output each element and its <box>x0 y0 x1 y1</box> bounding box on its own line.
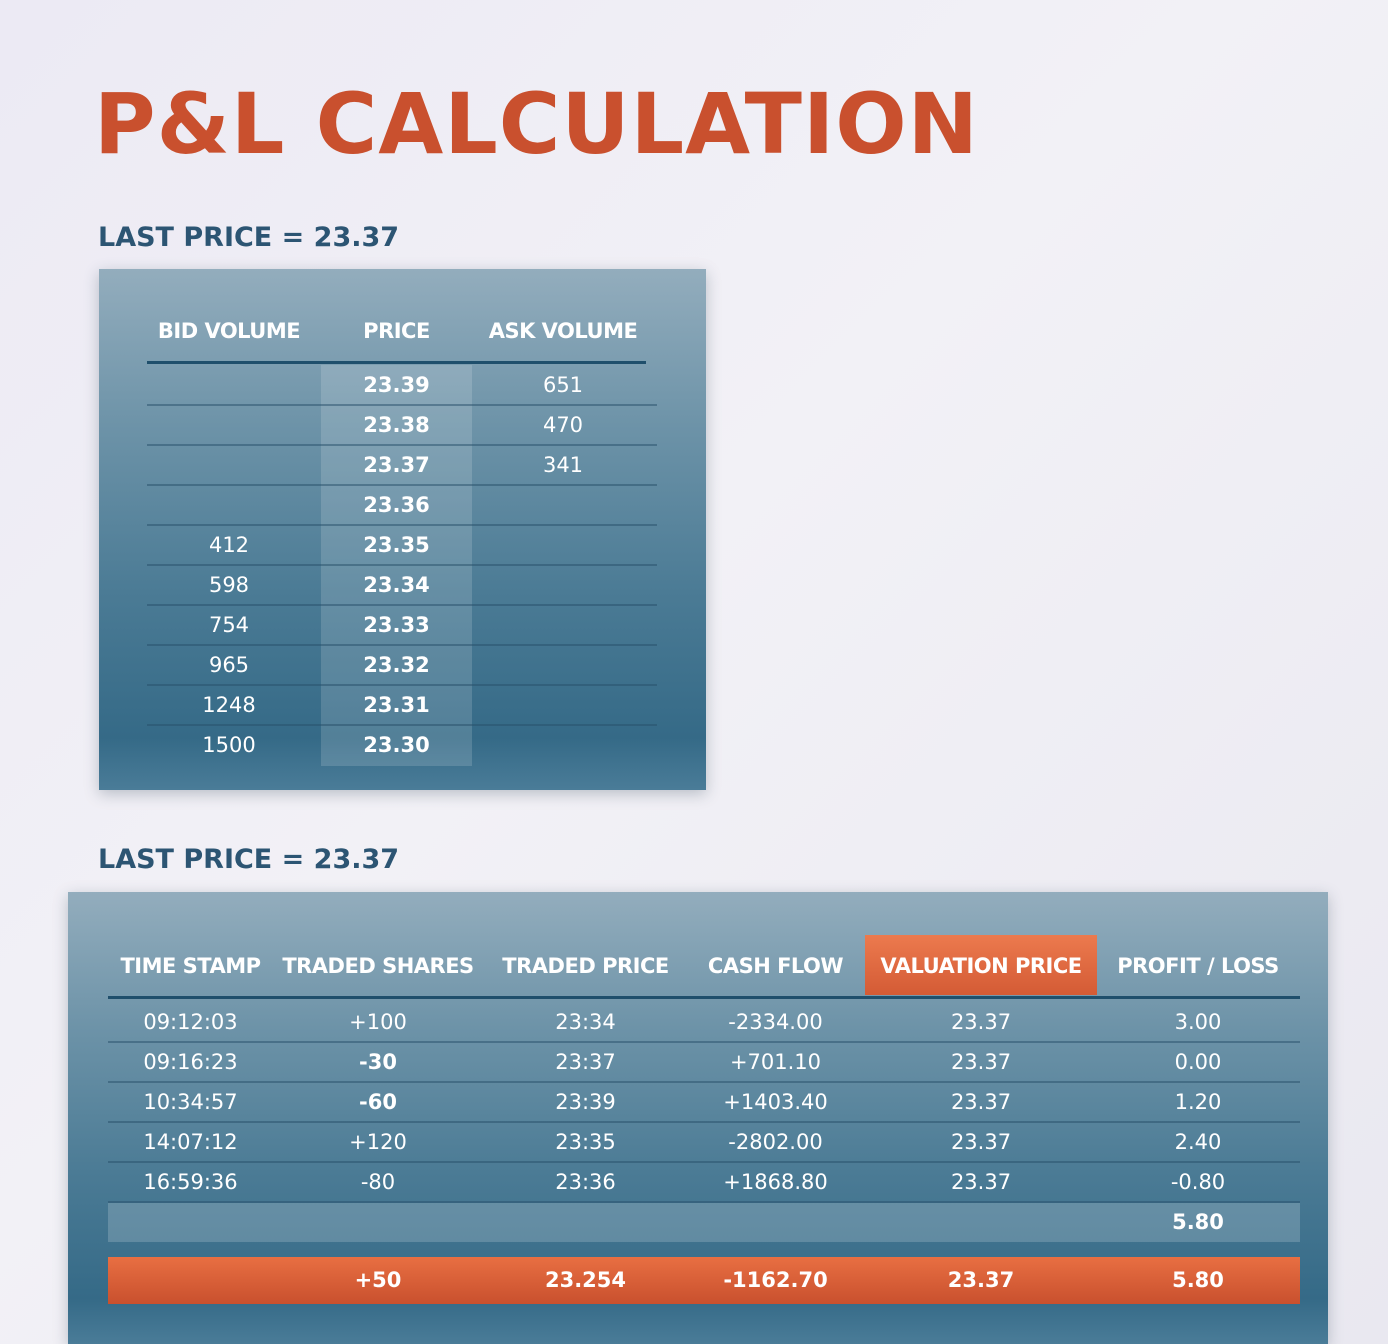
bid-volume-cell: 754 <box>208 613 250 637</box>
trade-valuation-cell: 23.37 <box>950 1130 1012 1154</box>
order-book-table: BID VOLUME PRICE ASK VOLUME 23.39 651 23.3… <box>99 269 706 790</box>
trade-cash-flow-cell: +1868.80 <box>723 1170 828 1194</box>
trade-shares-cell: +120 <box>349 1130 407 1154</box>
bid-volume-cell: 965 <box>208 653 250 677</box>
last-price-label-trades: LAST PRICE = 23.37 <box>98 844 400 875</box>
trade-profit-loss-cell: 1.20 <box>1174 1090 1222 1114</box>
price-cell: 23.38 <box>363 413 430 437</box>
trade-valuation-cell: 23.37 <box>950 1170 1012 1194</box>
trades-row-divider <box>108 1201 1300 1203</box>
order-book-row-divider <box>147 564 657 566</box>
trade-cash-flow-cell: +1403.40 <box>723 1090 828 1114</box>
trade-shares-cell: -30 <box>359 1050 397 1074</box>
order-book-row-divider <box>147 724 657 726</box>
price-cell: 23.31 <box>363 693 430 717</box>
trade-shares-cell: +100 <box>349 1010 407 1034</box>
price-cell: 23.36 <box>363 493 430 517</box>
total-cash-flow: -1162.70 <box>723 1268 828 1292</box>
price-cell: 23.37 <box>363 453 430 477</box>
order-book-row-divider <box>147 644 657 646</box>
trade-price-cell: 23:35 <box>555 1130 616 1154</box>
last-price-label-order-book: LAST PRICE = 23.37 <box>98 222 400 253</box>
page-title: P&L CALCULATION <box>94 75 979 173</box>
trade-cash-flow-cell: +701.10 <box>729 1050 822 1074</box>
trade-profit-loss-cell: 0.00 <box>1174 1050 1222 1074</box>
trade-price-cell: 23:37 <box>555 1050 616 1074</box>
trades-header-valuation-price: VALUATION PRICE <box>880 954 1082 978</box>
order-book-row-divider <box>147 444 657 446</box>
trade-profit-loss-cell: 3.00 <box>1174 1010 1222 1034</box>
order-book-row-divider <box>147 524 657 526</box>
trades-header-time-stamp: TIME STAMP <box>120 954 261 978</box>
trade-shares-cell: -80 <box>360 1170 396 1194</box>
trade-profit-loss-cell: -0.80 <box>1170 1170 1226 1194</box>
order-book-row-divider <box>147 604 657 606</box>
trade-cash-flow-cell: -2802.00 <box>728 1130 823 1154</box>
trade-time-cell: 10:34:57 <box>143 1090 238 1114</box>
trades-header-divider <box>108 996 1300 999</box>
bid-volume-cell: 1500 <box>202 733 256 757</box>
total-traded-price: 23.254 <box>544 1268 627 1292</box>
bid-volume-cell: 598 <box>208 573 250 597</box>
trade-time-cell: 16:59:36 <box>143 1170 238 1194</box>
trades-row-divider <box>108 1161 1300 1163</box>
trade-valuation-cell: 23.37 <box>950 1050 1012 1074</box>
total-shares: +50 <box>354 1268 402 1292</box>
order-book-header-ask-volume: ASK VOLUME <box>488 319 638 343</box>
pl-sum-value: 5.80 <box>1172 1210 1224 1234</box>
valuation-price-header-highlight <box>865 935 1097 995</box>
trades-pl-table: TIME STAMP TRADED SHARES TRADED PRICE CA… <box>68 892 1328 1344</box>
trade-time-cell: 09:16:23 <box>143 1050 238 1074</box>
order-book-header-divider <box>147 361 646 364</box>
trade-time-cell: 09:12:03 <box>143 1010 238 1034</box>
trade-price-cell: 23:36 <box>555 1170 616 1194</box>
price-cell: 23.30 <box>363 733 430 757</box>
trades-row-divider <box>108 1041 1300 1043</box>
ask-volume-cell: 341 <box>542 453 584 477</box>
trades-header-traded-price: TRADED PRICE <box>502 954 669 978</box>
trades-header-traded-shares: TRADED SHARES <box>282 954 474 978</box>
order-book-row-divider <box>147 684 657 686</box>
order-book-header-price: PRICE <box>363 319 430 343</box>
price-cell: 23.34 <box>363 573 430 597</box>
trade-profit-loss-cell: 2.40 <box>1174 1130 1222 1154</box>
price-cell: 23.39 <box>363 373 430 397</box>
price-cell: 23.33 <box>363 613 430 637</box>
trades-header-cash-flow: CASH FLOW <box>707 954 844 978</box>
price-cell: 23.32 <box>363 653 430 677</box>
trade-valuation-cell: 23.37 <box>950 1010 1012 1034</box>
trade-time-cell: 14:07:12 <box>143 1130 238 1154</box>
trade-shares-cell: -60 <box>359 1090 397 1114</box>
order-book-row-divider <box>147 404 657 406</box>
ask-volume-cell: 651 <box>542 373 584 397</box>
trades-header-profit-loss: PROFIT / LOSS <box>1117 954 1279 978</box>
totals-row: +50 23.254 -1162.70 23.37 5.80 <box>108 1257 1300 1304</box>
trade-cash-flow-cell: -2334.00 <box>728 1010 823 1034</box>
trades-row-divider <box>108 1121 1300 1123</box>
bid-volume-cell: 412 <box>208 533 250 557</box>
trades-row-divider <box>108 1081 1300 1083</box>
order-book-header-bid-volume: BID VOLUME <box>157 319 301 343</box>
total-valuation-price: 23.37 <box>947 1268 1015 1292</box>
trade-price-cell: 23:34 <box>555 1010 616 1034</box>
trade-valuation-cell: 23.37 <box>950 1090 1012 1114</box>
pl-sum-row: 5.80 <box>108 1203 1300 1242</box>
price-cell: 23.35 <box>363 533 430 557</box>
trade-price-cell: 23:39 <box>555 1090 616 1114</box>
total-profit-loss: 5.80 <box>1172 1268 1224 1292</box>
ask-volume-cell: 470 <box>542 413 584 437</box>
bid-volume-cell: 1248 <box>202 693 256 717</box>
order-book-row-divider <box>147 484 657 486</box>
